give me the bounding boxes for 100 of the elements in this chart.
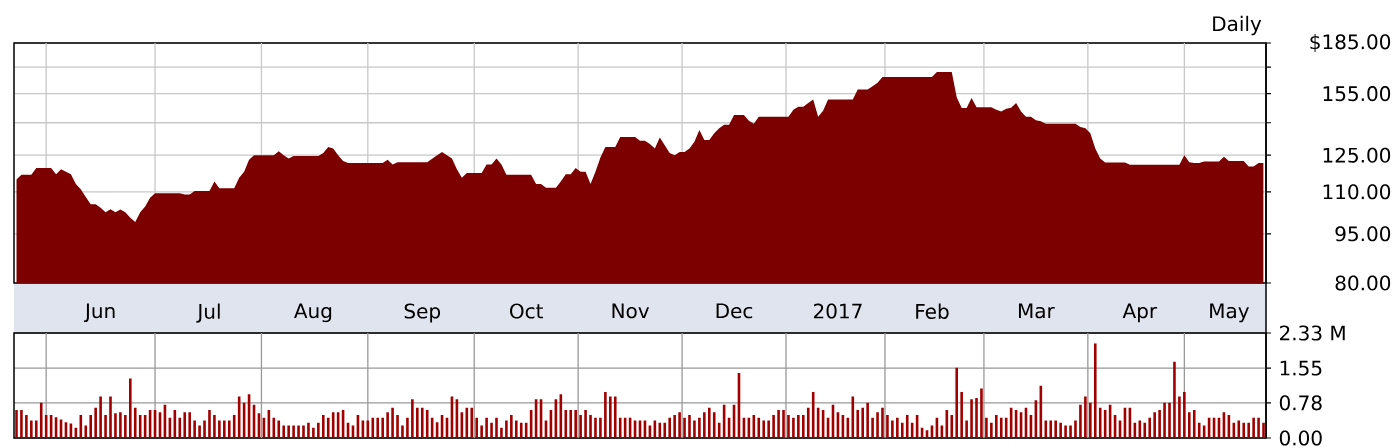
bar <box>589 415 592 438</box>
bar <box>20 410 23 438</box>
bar <box>905 415 909 438</box>
bar <box>396 415 399 438</box>
bar <box>1192 410 1196 438</box>
bar <box>1247 422 1250 438</box>
bar <box>282 425 286 438</box>
bar <box>376 417 380 438</box>
x-tick-label: Aug <box>294 303 332 323</box>
y-tick-label: 110.00 <box>1323 184 1391 200</box>
bar <box>485 417 488 438</box>
bar <box>886 415 889 438</box>
bar <box>133 407 137 438</box>
bar <box>208 410 211 438</box>
bar <box>326 417 330 438</box>
bar <box>658 422 662 438</box>
bar <box>688 415 691 438</box>
bar <box>510 415 513 438</box>
bar <box>371 417 375 438</box>
bar <box>861 407 864 438</box>
bar <box>519 422 523 438</box>
bar <box>124 415 127 438</box>
bar <box>30 420 33 438</box>
bar <box>480 425 483 438</box>
bar <box>1153 412 1156 438</box>
x-tick-label: Feb <box>916 303 949 319</box>
text: Daily <box>1213 15 1262 36</box>
bar <box>762 420 766 438</box>
bar <box>223 420 226 438</box>
bar <box>39 402 43 438</box>
bar <box>307 422 310 438</box>
bar <box>183 412 187 438</box>
bar <box>613 396 617 438</box>
bar <box>99 396 102 438</box>
bar <box>1252 417 1255 438</box>
bar <box>980 388 983 438</box>
bar <box>213 415 216 438</box>
x-tick-label: Dec <box>716 303 753 319</box>
bar <box>1178 396 1181 438</box>
bar <box>227 420 231 438</box>
bar <box>594 417 597 438</box>
bar <box>1049 420 1053 438</box>
bar <box>470 407 474 438</box>
bar <box>1237 420 1241 438</box>
bar <box>391 407 394 438</box>
bar <box>1188 412 1191 438</box>
y-tick-label: 155.00 <box>1323 86 1391 102</box>
bar <box>188 412 191 438</box>
bar <box>1064 425 1067 438</box>
bar <box>1044 420 1048 438</box>
bar <box>401 425 404 438</box>
bar <box>999 417 1003 438</box>
x-tick-label: Oct <box>510 303 543 319</box>
bar <box>772 415 775 438</box>
y-tick-label: 95.00 <box>1335 226 1391 242</box>
bar <box>574 410 577 438</box>
bar <box>386 412 389 438</box>
bar <box>683 417 686 438</box>
bar <box>1098 407 1102 438</box>
bar <box>119 412 122 438</box>
bar <box>84 425 88 438</box>
bar <box>811 392 815 438</box>
bar <box>707 407 711 438</box>
bar <box>1093 343 1097 438</box>
bar <box>114 413 117 438</box>
bar <box>425 410 429 438</box>
bar <box>1163 402 1166 438</box>
bar <box>302 425 305 438</box>
bar <box>871 417 874 438</box>
bar <box>1069 425 1072 438</box>
bar <box>564 410 568 438</box>
y-tick-label: 125.00 <box>1323 147 1391 163</box>
x-tick-label: Nov <box>612 303 650 319</box>
bar <box>514 420 518 438</box>
bar <box>1084 396 1087 438</box>
y-tick-label: 0.00 <box>1279 430 1322 446</box>
bar <box>990 422 993 438</box>
bar <box>1257 417 1260 438</box>
bar <box>970 399 973 438</box>
bar <box>673 415 676 438</box>
bar <box>277 420 281 438</box>
bar <box>960 392 963 438</box>
bar <box>25 415 28 438</box>
bar <box>495 417 498 438</box>
bar <box>703 412 706 438</box>
bar <box>995 415 998 438</box>
y-tick-label: 2.33 M <box>1279 325 1345 341</box>
bar <box>609 396 612 438</box>
bar <box>876 412 879 438</box>
bar <box>416 407 419 438</box>
bar <box>663 422 667 438</box>
x-tick-label: Apr <box>1122 303 1158 323</box>
bar <box>1089 402 1092 438</box>
bar <box>420 407 424 438</box>
bar <box>1183 392 1186 438</box>
bar <box>500 427 503 438</box>
x-tick-label: Jul <box>196 303 220 323</box>
x-tick-label: May <box>1210 303 1249 323</box>
y-tick-label: 1.55 <box>1280 360 1322 376</box>
bar <box>1004 417 1008 438</box>
